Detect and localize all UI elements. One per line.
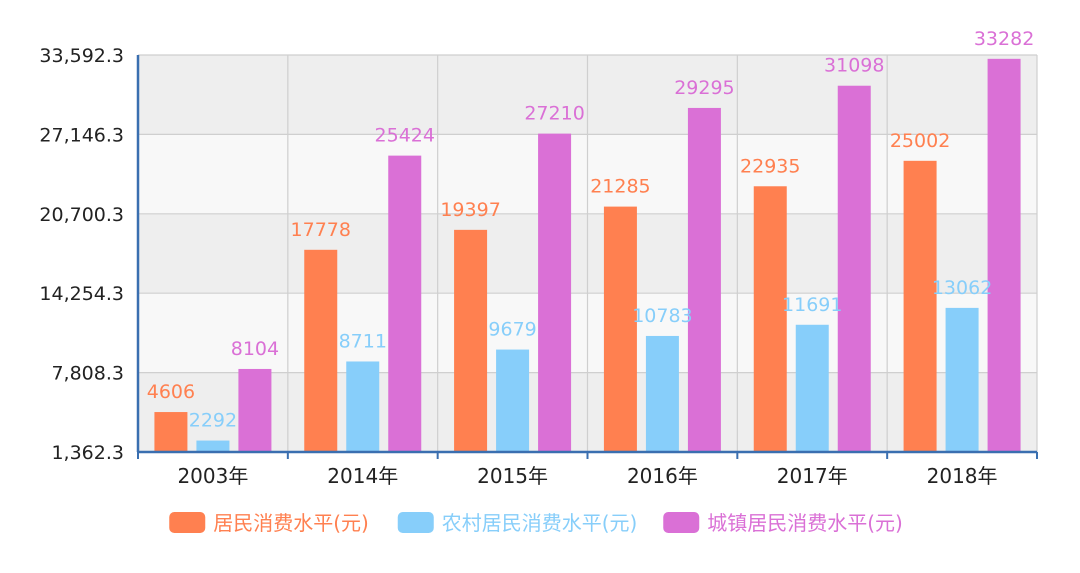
bar — [645, 335, 679, 452]
x-tick-label: 2016年 — [627, 464, 698, 488]
data-label: 13062 — [932, 277, 992, 299]
y-tick-label: 33,592.3 — [39, 45, 124, 67]
data-label: 29295 — [674, 77, 734, 99]
legend-swatch — [663, 512, 700, 533]
data-label: 31098 — [824, 55, 884, 77]
data-label: 19397 — [440, 199, 500, 221]
bar — [538, 133, 572, 452]
legend-swatch — [397, 512, 434, 533]
data-label: 4606 — [147, 381, 195, 403]
y-tick-label: 7,808.3 — [51, 363, 124, 385]
bar — [454, 229, 488, 452]
bar — [603, 206, 637, 452]
data-labels: 4606 2292 8104 17778 8711 25424 19397 9679 27210… — [147, 28, 1035, 432]
bar — [304, 249, 338, 452]
legend-item[interactable]: 城镇居民消费水平(元) — [663, 511, 903, 535]
data-label: 33282 — [974, 28, 1034, 50]
bar — [687, 107, 721, 452]
y-tick-label: 1,362.3 — [51, 442, 124, 464]
x-tick-label: 2018年 — [927, 464, 998, 488]
bar-marks — [154, 58, 1021, 453]
legend-item[interactable]: 农村居民消费水平(元) — [397, 511, 638, 535]
bar — [346, 361, 380, 452]
data-label: 8711 — [339, 330, 387, 352]
bar — [753, 186, 787, 452]
bar — [238, 368, 272, 452]
bar — [154, 412, 188, 452]
data-label: 21285 — [590, 176, 650, 198]
bar — [196, 440, 230, 452]
y-tick-label: 14,254.3 — [39, 283, 124, 305]
x-tick-label: 2015年 — [477, 464, 548, 488]
data-label: 25424 — [375, 125, 435, 147]
data-label: 22935 — [740, 155, 800, 177]
bar — [945, 307, 979, 452]
legend: 居民消费水平(元) 农村居民消费水平(元) 城镇居民消费水平(元) — [169, 511, 903, 535]
data-label: 8104 — [231, 338, 279, 360]
data-label: 11691 — [782, 294, 842, 316]
legend-label: 城镇居民消费水平(元) — [707, 511, 903, 535]
axes: 1,362.3 7,808.3 14,254.3 20,700.3 27,146.3 33… — [39, 45, 1038, 488]
x-tick-label: 2003年 — [177, 464, 248, 488]
x-tick-label: 2017年 — [777, 464, 848, 488]
y-tick-label: 20,700.3 — [39, 204, 124, 226]
data-label: 17778 — [291, 219, 351, 241]
data-label: 27210 — [524, 103, 584, 125]
data-label: 2292 — [189, 410, 237, 432]
data-label: 10783 — [632, 305, 692, 327]
legend-label: 农村居民消费水平(元) — [442, 511, 638, 535]
bar — [795, 324, 829, 452]
legend-label: 居民消费水平(元) — [213, 511, 369, 535]
data-label: 25002 — [890, 130, 950, 152]
legend-item[interactable]: 居民消费水平(元) — [169, 511, 369, 535]
bar — [987, 58, 1021, 453]
legend-swatch — [169, 512, 206, 533]
bar — [903, 160, 937, 453]
bar — [496, 349, 530, 452]
bar — [837, 85, 871, 452]
x-tick-label: 2014年 — [327, 464, 398, 488]
gridlines — [138, 54, 1038, 453]
y-tick-label: 27,146.3 — [39, 124, 124, 146]
bar — [388, 155, 422, 452]
data-label: 9679 — [488, 319, 536, 341]
